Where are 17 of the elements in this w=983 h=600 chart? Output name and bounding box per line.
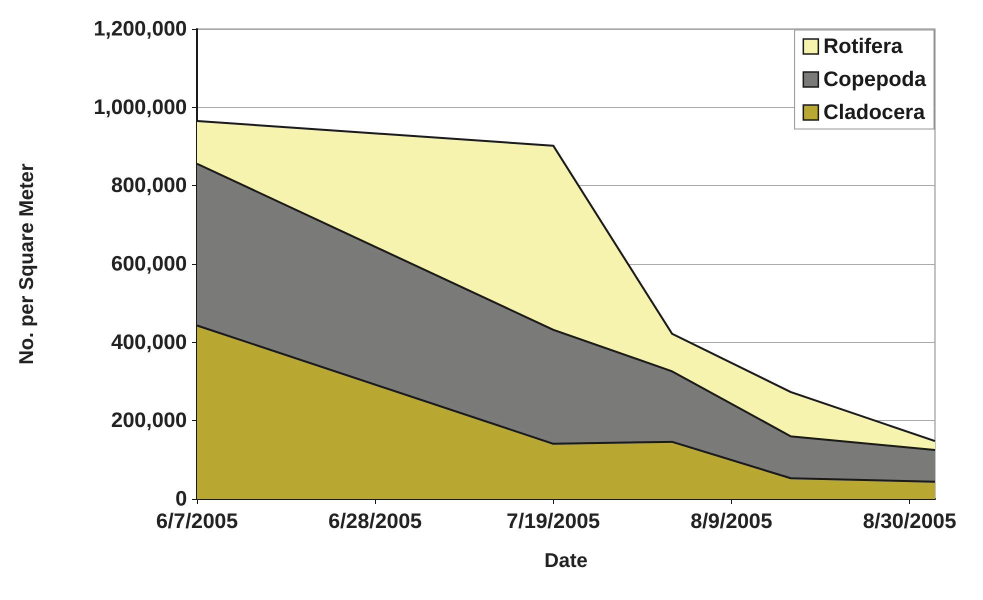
- x-tick-label: 8/9/2005: [690, 510, 773, 533]
- y-tick-label: 800,000: [111, 174, 187, 198]
- y-tick-label: 1,200,000: [94, 18, 187, 40]
- y-tick-label: 0: [175, 488, 187, 510]
- legend-label: Rotifera: [823, 35, 904, 58]
- y-tick-label: 1,000,000: [94, 96, 187, 119]
- legend-label: Cladocera: [823, 101, 926, 124]
- x-tick-label: 7/19/2005: [506, 510, 600, 533]
- y-tick-label: 200,000: [111, 409, 187, 432]
- x-tick-label: 8/30/2005: [862, 510, 957, 533]
- y-tick-label: 400,000: [111, 330, 187, 354]
- x-tick-label: 6/28/2005: [328, 510, 422, 533]
- x-tick-label: 6/7/2005: [156, 510, 238, 533]
- y-tick-label: 600,000: [111, 252, 187, 276]
- y-axis-title: No. per Square Meter: [16, 163, 38, 365]
- x-axis-title: Date: [544, 550, 588, 572]
- legend-label: Copepoda: [823, 68, 926, 91]
